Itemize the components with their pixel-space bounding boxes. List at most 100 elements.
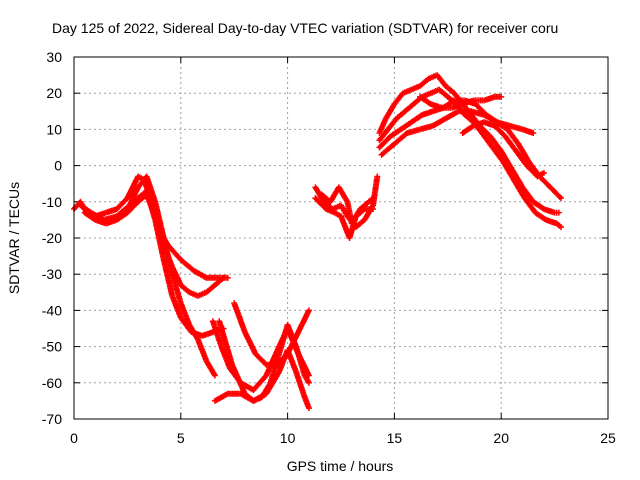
- trace-segment: [409, 112, 424, 125]
- y-tick-label: 0: [54, 158, 62, 174]
- trace-segment: [179, 283, 191, 295]
- trace-segment: [482, 112, 499, 125]
- x-tick-label: 10: [280, 430, 296, 446]
- trace-segment: [501, 160, 517, 182]
- trace-segment: [338, 204, 350, 218]
- trace-segment: [457, 108, 473, 115]
- trace-segment: [435, 73, 448, 88]
- series-arc-15: [378, 108, 537, 158]
- trace-segment: [115, 210, 130, 222]
- trace-segment: [204, 283, 217, 295]
- trace-segment: [450, 101, 465, 111]
- trace-segment: [200, 329, 215, 339]
- trace-segment: [403, 102, 416, 114]
- trace-segment: [377, 117, 389, 135]
- trace-segment: [205, 274, 221, 281]
- trace-segment: [503, 135, 519, 153]
- trace-segment: [405, 126, 422, 136]
- trace-segment: [190, 329, 204, 339]
- trace-segment: [493, 93, 503, 100]
- trace-segment: [136, 174, 146, 183]
- trace-segment: [553, 209, 560, 216]
- trace-segment: [296, 308, 312, 334]
- trace-segment: [226, 390, 242, 397]
- trace-segment: [429, 101, 443, 111]
- trace-segment: [516, 142, 532, 164]
- trace-segment: [358, 200, 371, 211]
- trace-segment: [195, 337, 209, 363]
- trace-segment: [242, 330, 258, 356]
- trace-segment: [469, 108, 486, 118]
- trace-segment: [437, 87, 450, 99]
- trace-segment: [499, 149, 515, 171]
- trace-segment: [401, 87, 413, 96]
- series-arc-11: [318, 184, 377, 227]
- trace-segment: [418, 94, 433, 107]
- trace-segment: [479, 131, 495, 150]
- trace-segment: [243, 391, 255, 403]
- x-tick-labels: 0 5 10 15 20 25: [70, 430, 616, 446]
- trace-segment: [463, 113, 475, 124]
- trace-segment: [114, 196, 130, 211]
- trace-segment: [386, 116, 399, 131]
- trace-segment: [152, 218, 167, 262]
- trace-segment: [482, 94, 497, 103]
- trace-segment: [472, 97, 486, 104]
- trace-segment: [555, 221, 563, 229]
- trace-segment: [399, 120, 414, 132]
- y-tick-label: -10: [42, 194, 62, 210]
- trace-segment: [331, 203, 343, 212]
- x-axis-label: GPS time / hours: [287, 458, 394, 474]
- trace-segment: [367, 196, 375, 204]
- plot-frame: [73, 56, 609, 420]
- trace-segment: [420, 108, 435, 118]
- x-tick-label: 5: [177, 430, 185, 446]
- trace-segment: [231, 301, 248, 334]
- series-arc-8: [216, 318, 312, 404]
- trace-segment: [144, 175, 158, 204]
- trace-segment: [533, 210, 548, 222]
- trace-segment: [521, 126, 535, 136]
- x-tick-label: 20: [493, 430, 509, 446]
- trace-segment: [478, 124, 493, 139]
- trace-segment: [83, 210, 97, 222]
- trace-segment: [192, 268, 208, 280]
- y-tick-label: -30: [42, 266, 62, 282]
- trace-segment: [179, 257, 196, 273]
- y-tick-label: -20: [42, 230, 62, 246]
- trace-segment: [127, 196, 140, 211]
- data-points: [71, 72, 565, 412]
- trace-segment: [377, 134, 392, 150]
- trace-segment: [377, 127, 390, 142]
- trace-segment: [514, 149, 529, 168]
- trace-segment: [204, 359, 218, 378]
- trace-segment: [444, 84, 456, 95]
- trace-segment: [336, 185, 350, 204]
- trace-segment: [259, 381, 273, 399]
- trace-segment: [509, 167, 525, 189]
- y-tick-label: 30: [46, 49, 62, 65]
- trace-segment: [213, 276, 226, 287]
- trace-segment: [152, 200, 167, 240]
- trace-segment: [388, 127, 403, 139]
- series-arc-4: [126, 187, 227, 339]
- trace-segment: [349, 207, 363, 226]
- trace-segment: [493, 124, 508, 139]
- trace-segment: [324, 206, 336, 215]
- trace-segment: [188, 290, 200, 299]
- trace-segment: [531, 199, 546, 212]
- trace-segment: [196, 290, 208, 299]
- trace-segment: [392, 131, 409, 146]
- y-tick-label: -70: [42, 411, 62, 427]
- series-arc-16: [417, 93, 505, 111]
- trace-segment: [144, 189, 158, 222]
- trace-segment: [178, 301, 192, 327]
- series-arc-10: [312, 195, 377, 241]
- trace-segment: [161, 236, 175, 276]
- trace-segment: [115, 203, 132, 219]
- trace-segment: [379, 142, 397, 157]
- trace-segment: [482, 119, 497, 129]
- trace-segment: [268, 352, 282, 385]
- y-tick-label: -40: [42, 302, 62, 318]
- trace-segment: [285, 323, 299, 348]
